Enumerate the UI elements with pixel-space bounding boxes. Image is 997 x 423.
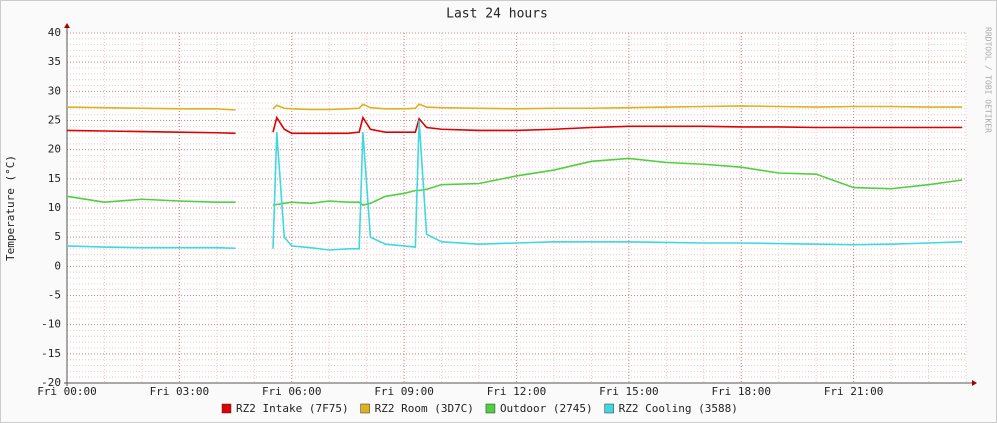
y-tick-label: 25 — [48, 114, 61, 127]
y-tick-label: -10 — [41, 318, 61, 331]
legend-label: RZ2 Cooling (3588) — [619, 402, 738, 415]
y-tick-label: 20 — [48, 143, 61, 156]
chart-title: Last 24 hours — [446, 7, 548, 22]
legend-label: Outdoor (2745) — [500, 402, 593, 415]
y-tick-label: 40 — [48, 26, 61, 39]
x-tick-label: Fri 06:00 — [262, 385, 322, 398]
y-tick-label: 15 — [48, 172, 61, 185]
x-tick-label: Fri 12:00 — [487, 385, 547, 398]
legend-swatch — [221, 403, 232, 414]
axis-arrow — [64, 23, 70, 28]
series-line — [66, 157, 963, 206]
x-tick-label: Fri 21:00 — [824, 385, 884, 398]
y-tick-label: 5 — [54, 230, 61, 243]
watermark: RRDTOOL / TOBI OETIKER — [984, 27, 993, 133]
x-tick-label: Fri 09:00 — [374, 385, 434, 398]
series-line — [66, 120, 963, 251]
y-tick-label: 35 — [48, 55, 61, 68]
legend-swatch — [485, 403, 496, 414]
y-axis-label: Temperature (°C) — [4, 155, 17, 261]
y-tick-label: -5 — [48, 289, 61, 302]
y-tick-label: 0 — [54, 259, 61, 272]
legend-label: RZ2 Intake (7F75) — [236, 402, 349, 415]
series-line — [66, 103, 963, 111]
y-tick-label: 30 — [48, 84, 61, 97]
y-tick-label: -15 — [41, 347, 61, 360]
legend-swatch — [604, 403, 614, 414]
x-tick-label: Fri 03:00 — [150, 385, 210, 398]
axis-arrow — [972, 380, 977, 386]
x-tick-label: Fri 18:00 — [711, 385, 771, 398]
x-tick-label: Fri 00:00 — [37, 385, 97, 398]
x-tick-label: Fri 15:00 — [599, 385, 659, 398]
y-tick-label: 10 — [48, 201, 61, 214]
legend-swatch — [360, 403, 370, 414]
y-tick-label: -20 — [41, 376, 61, 389]
legend-label: RZ2 Room (3D7C) — [375, 402, 474, 415]
series-line — [66, 115, 963, 135]
